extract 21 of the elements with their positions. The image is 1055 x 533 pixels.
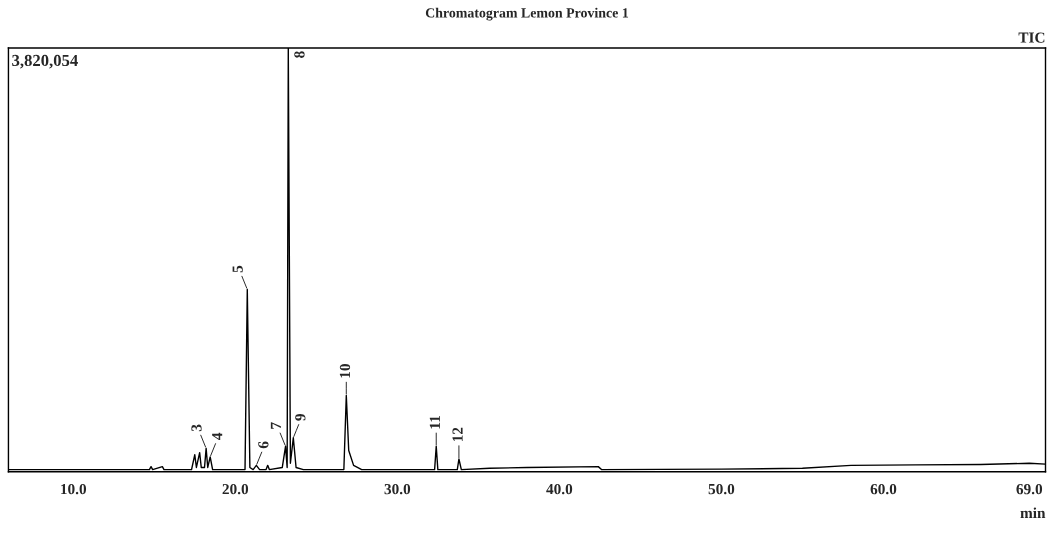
- annotation: 4: [212, 432, 223, 440]
- x-axis-title: min: [1020, 507, 1046, 519]
- x-tick-label: 10.0: [61, 483, 87, 495]
- annotation: 6: [258, 441, 269, 449]
- text: TIC: [1018, 32, 1045, 43]
- annotation: 12: [452, 427, 463, 442]
- annotation: 11: [429, 415, 440, 429]
- x-tick-label: 69.0: [1016, 483, 1043, 495]
- annotation: 3,820,054: [12, 54, 78, 69]
- annotation: 7: [270, 422, 281, 429]
- x-tick-label: 20.0: [222, 483, 249, 495]
- annotation: 8: [294, 51, 305, 58]
- annotation: 3: [191, 424, 202, 432]
- chart-title: Chromatogram Lemon Province 1: [425, 7, 629, 21]
- x-tick-label: 60.0: [870, 483, 897, 495]
- annotation: 5: [232, 265, 243, 273]
- annotation: 10: [339, 364, 351, 378]
- x-tick-label: 40.0: [546, 483, 573, 495]
- x-tick-label: 30.0: [384, 483, 411, 495]
- x-tick-label: 50.0: [708, 483, 735, 495]
- annotation: 9: [295, 414, 306, 421]
